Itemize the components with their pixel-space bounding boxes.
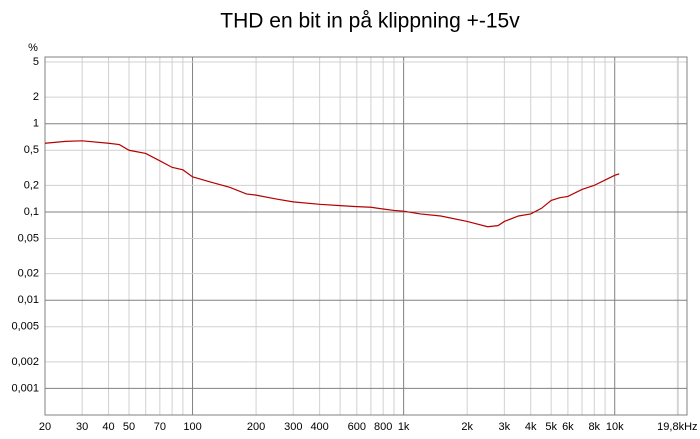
- y-tick-label: 0,05: [18, 232, 39, 244]
- x-tick-label: 5k: [545, 421, 557, 433]
- x-tick-label: 30: [76, 421, 88, 433]
- x-tick-label: 400: [310, 421, 328, 433]
- y-axis-label: %: [28, 42, 38, 54]
- chart-title: THD en bit in på klippning +-15v: [220, 10, 520, 33]
- x-tick-label: 50: [123, 421, 135, 433]
- y-tick-label: 0,001: [11, 382, 39, 394]
- y-tick-label: 0,02: [18, 268, 39, 280]
- y-tick-label: 1: [33, 118, 39, 130]
- x-tick-label: 10k: [606, 421, 624, 433]
- x-tick-label: 2k: [461, 421, 473, 433]
- x-tick-label: 40: [102, 421, 114, 433]
- x-tick-label: 300: [284, 421, 302, 433]
- y-tick-label: 0,2: [24, 179, 39, 191]
- x-tick-label: 6k: [562, 421, 574, 433]
- x-tick-label: 70: [154, 421, 166, 433]
- x-tick-label: 8k: [588, 421, 600, 433]
- y-tick-label: 5: [33, 56, 39, 68]
- x-tick-label: 800: [374, 421, 392, 433]
- x-tick-label: 3k: [499, 421, 511, 433]
- y-tick-label: 2: [33, 91, 39, 103]
- y-tick-label: 0,005: [11, 321, 39, 333]
- y-tick-label: 0,1: [24, 206, 39, 218]
- plot-frame: [44, 56, 688, 416]
- x-tick-label: 600: [348, 421, 366, 433]
- y-tick-label: 0,01: [18, 294, 39, 306]
- x-tick-label: 20: [39, 421, 51, 433]
- y-tick-label: 0,002: [11, 356, 39, 368]
- y-tick-label: 0,5: [24, 144, 39, 156]
- x-tick-label: 200: [247, 421, 265, 433]
- data-line: [44, 140, 620, 228]
- x-tick-label: 19,8kHz: [657, 421, 697, 433]
- x-tick-label: 4k: [525, 421, 537, 433]
- x-tick-label: 1k: [398, 421, 410, 433]
- x-tick-label: 100: [183, 421, 201, 433]
